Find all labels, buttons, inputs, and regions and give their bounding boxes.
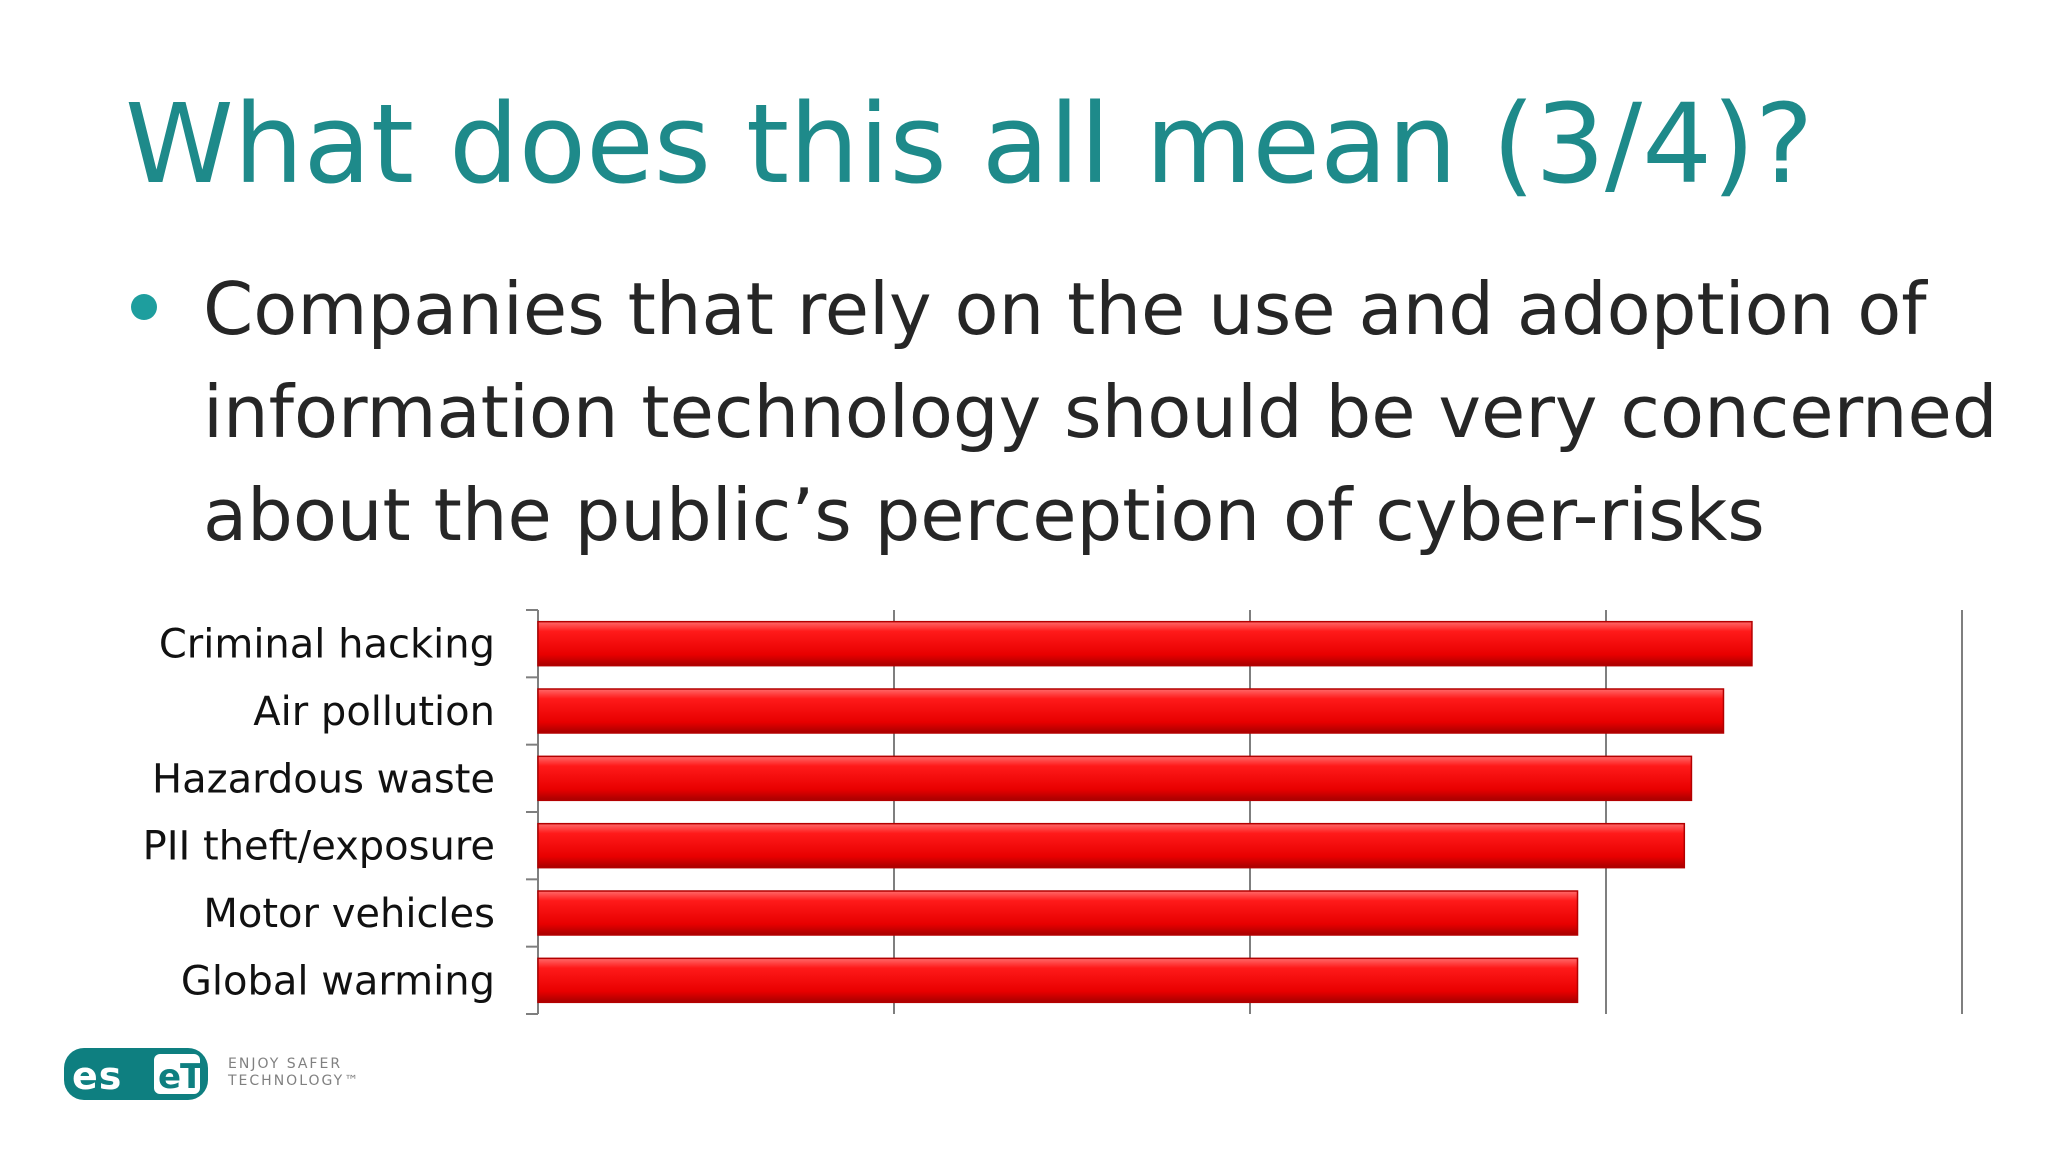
category-label: Hazardous waste bbox=[152, 756, 495, 802]
bar-chart: Criminal hacking Air pollution Hazardous w… bbox=[0, 600, 2048, 1020]
bar-criminal-hacking bbox=[537, 620, 1753, 667]
bar-pii-theft-exposure bbox=[537, 822, 1686, 869]
bullet-text: Companies that rely on the use and adopt… bbox=[203, 267, 1998, 557]
grid-lines bbox=[526, 609, 1963, 1015]
category-label: PII theft/exposure bbox=[143, 824, 495, 870]
bar-air-pollution bbox=[537, 688, 1725, 734]
bar-hazardous-waste bbox=[537, 755, 1693, 802]
category-label: Criminal hacking bbox=[159, 622, 495, 668]
bullet-dot-icon bbox=[131, 294, 157, 320]
bars bbox=[537, 620, 1753, 1004]
bar-motor-vehicles bbox=[537, 890, 1579, 936]
slide-title: What does this all mean (3/4)? bbox=[125, 80, 1814, 208]
category-label: Motor vehicles bbox=[203, 891, 495, 937]
bar-chart-svg: Criminal hacking Air pollution Hazardous w… bbox=[143, 609, 1963, 1015]
category-label: Air pollution bbox=[253, 689, 495, 735]
eset-logo: es eT bbox=[64, 1048, 208, 1100]
tagline: ENJOY SAFER TECHNOLOGY™ bbox=[228, 1056, 361, 1089]
svg-text:es: es bbox=[72, 1054, 122, 1098]
bar-global-warming bbox=[537, 957, 1579, 1004]
category-label: Global warming bbox=[181, 958, 495, 1004]
category-labels: Criminal hacking Air pollution Hazardous w… bbox=[143, 622, 495, 1005]
svg-text:eT: eT bbox=[158, 1057, 204, 1097]
